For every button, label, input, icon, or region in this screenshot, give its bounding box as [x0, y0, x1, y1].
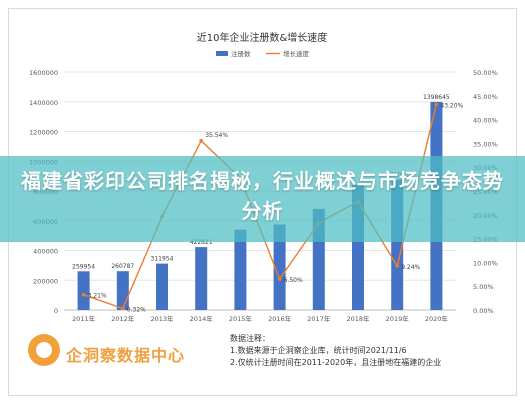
y-tick-label: 1400000 [29, 99, 58, 107]
chart-title: 近10年企业注册数&增长速度 [197, 31, 328, 44]
note-2: 2.仅统计注册时间在2011-2020年，且注册地在福建的企业 [230, 358, 442, 367]
bar-data-label: 1398645 [423, 94, 450, 101]
x-tick-label: 2020年 [425, 314, 449, 323]
y2-tick-label: 40.00% [473, 117, 498, 125]
brand-name: 企洞察数据中心 [66, 346, 186, 365]
bar-data-label: 260787 [111, 263, 134, 270]
line-point [81, 292, 86, 297]
line-data-label: 3.21% [88, 293, 107, 300]
line-data-label: 6.50% [284, 277, 303, 284]
y2-tick-label: 45.00% [473, 93, 498, 101]
legend-line-label: 增长速度 [283, 49, 310, 58]
bar-data-label: 422821 [190, 239, 213, 246]
x-tick-label: 2012年 [111, 314, 135, 323]
x-tick-label: 2017年 [307, 314, 331, 323]
bar [195, 247, 208, 310]
line-data-label: 43.20% [440, 102, 463, 109]
bar [116, 271, 129, 310]
y-tick-label: 200000 [33, 277, 58, 285]
bar [156, 263, 168, 310]
line-point [434, 102, 439, 107]
y2-tick-label: 5.00% [473, 283, 494, 291]
data-notes: 数据注释： 1.数据来源于企洞察企业库，统计时间2021/11/6 2.仅统计注… [230, 333, 441, 369]
bar-data-label: 311954 [151, 256, 174, 263]
y2-tick-label: 0.00% [473, 307, 494, 315]
x-tick-label: 2016年 [268, 314, 292, 323]
line-data-label: 0.32% [127, 306, 146, 313]
y-tick-label: 1600000 [29, 69, 58, 77]
bar [234, 229, 247, 310]
line-point [121, 306, 125, 311]
x-tick-label: 2015年 [229, 314, 253, 323]
line-point [395, 264, 400, 268]
line-data-label: 35.54% [205, 132, 228, 139]
bar [77, 271, 90, 310]
note-1: 1.数据来源于企洞察企业库，统计时间2021/11/6 [230, 346, 407, 355]
banner-title: 福建省彩印公司排名揭秘，行业概述与市场竞争态势分析 [21, 169, 504, 223]
x-tick-label: 2013年 [150, 314, 174, 323]
y2-tick-label: 10.00% [473, 259, 498, 267]
legend-bar-swatch [216, 51, 228, 56]
y2-tick-label: 35.00% [473, 140, 498, 148]
title-banner: 福建省彩印公司排名揭秘，行业概述与市场竞争态势分析 [0, 156, 525, 242]
x-tick-label: 2014年 [190, 314, 214, 323]
y2-tick-label: 50.00% [473, 69, 498, 77]
y-tick-label: 0 [54, 307, 58, 315]
x-tick-label: 2019年 [386, 314, 410, 323]
line-data-label: 9.24% [401, 264, 420, 271]
x-tick-label: 2011年 [72, 314, 96, 323]
brand-logo-icon [28, 334, 60, 366]
legend-bar-label: 注册数 [231, 49, 251, 58]
bar [273, 224, 286, 310]
line-point [199, 139, 203, 143]
bar-data-label: 259954 [72, 263, 95, 270]
notes-title: 数据注释： [230, 334, 270, 343]
y-tick-label: 1200000 [29, 129, 58, 137]
x-tick-label: 2018年 [346, 314, 370, 323]
y-tick-label: 400000 [33, 248, 58, 256]
line-point [277, 277, 282, 281]
chart-legend: 注册数 增长速度 [216, 49, 310, 58]
